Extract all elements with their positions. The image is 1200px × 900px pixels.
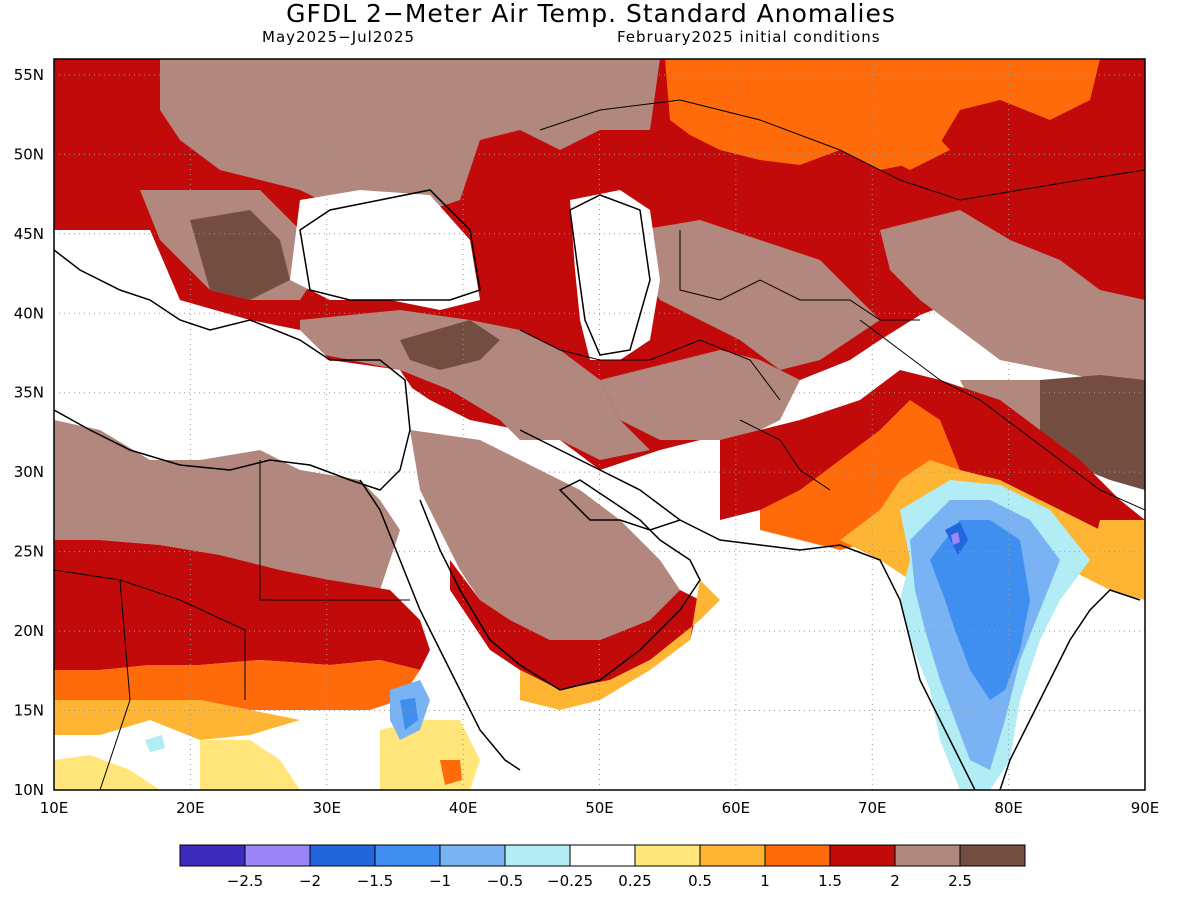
plot-frame [53, 58, 1146, 791]
colorbar-label: −1.5 [357, 872, 393, 890]
anomaly-india-purple [951, 532, 960, 545]
colorbar-swatch [959, 844, 1026, 867]
lon-tick-label: 80E [994, 799, 1023, 817]
graticule [54, 59, 1145, 790]
coastlines [54, 189, 1141, 790]
colorbar-swatch [244, 844, 311, 867]
anomaly-india-blue [930, 520, 1030, 700]
anomaly-fill [54, 59, 1145, 790]
lat-tick-label: 25N [14, 543, 44, 561]
lat-tick-label: 40N [14, 304, 44, 322]
anomaly-ethiopia-blue2 [400, 698, 418, 730]
anomaly-india-orange [760, 400, 960, 550]
colorbar-swatch [309, 844, 376, 867]
anomaly-east-brown [880, 210, 1145, 380]
anomaly-lake-blue [145, 735, 165, 752]
anomaly-central-brown [640, 220, 880, 370]
initial-conditions: February2025 initial conditions [617, 28, 881, 46]
lat-tick-label: 55N [14, 66, 44, 84]
anomaly-white-blacksea [290, 190, 480, 310]
colorbar-swatch [439, 844, 506, 867]
anomaly-sahel-orange [54, 660, 420, 710]
colorbar: −2.5 −2 −1.5 −1 −0.5 −0.25 0.25 0.5 1 1.5 2 2.5 [179, 844, 1026, 890]
country-borders [54, 99, 1145, 790]
colorbar-label: −2 [299, 872, 321, 890]
latitude-tick-labels: 10N 15N 20N 25N 30N 35N 40N 45N 50N 55N [14, 66, 44, 799]
colorbar-swatch [699, 844, 766, 867]
anomaly-iran-brown [600, 350, 800, 440]
anomaly-sahara-brown [54, 420, 400, 590]
lon-tick-label: 20E [176, 799, 205, 817]
colorbar-label: 1.5 [818, 872, 842, 890]
lon-tick-label: 60E [722, 799, 751, 817]
lon-tick-label: 50E [585, 799, 614, 817]
colorbar-label: 2 [890, 872, 900, 890]
anomaly-north-orange-2 [840, 95, 950, 170]
colorbar-label: 0.25 [618, 872, 651, 890]
anomaly-europe-brown [160, 59, 660, 230]
anomaly-med-white [54, 230, 420, 500]
anomaly-yemen-orange [520, 580, 720, 710]
colorbar-swatch [829, 844, 896, 867]
lat-tick-label: 30N [14, 463, 44, 481]
anomaly-bengal-yellow [1090, 520, 1145, 600]
anomaly-mideast-dark [400, 320, 500, 370]
colorbar-label: 2.5 [948, 872, 972, 890]
anomaly-sahel-red [54, 540, 430, 670]
colorbar-swatch [504, 844, 571, 867]
colorbar-label: −0.5 [487, 872, 523, 890]
map-title: GFDL 2−Meter Air Temp. Standard Anomalie… [286, 0, 896, 28]
colorbar-swatch [894, 844, 961, 867]
valid-period: May2025−Jul2025 [262, 28, 416, 46]
lat-tick-label: 15N [14, 702, 44, 720]
anomaly-africa-yellow [200, 740, 300, 790]
anomaly-sahel-yellow [54, 700, 300, 740]
colorbar-label: 1 [760, 872, 770, 890]
colorbar-label: −2.5 [227, 872, 263, 890]
lon-tick-label: 30E [312, 799, 341, 817]
anomaly-sw-yellow [54, 755, 160, 790]
longitude-tick-labels: 10E 20E 30E 40E 50E 60E 70E 80E 90E [40, 799, 1160, 817]
anomaly-horn-yellow [380, 720, 480, 790]
colorbar-label: 0.5 [688, 872, 712, 890]
colorbar-label: −0.25 [547, 872, 593, 890]
lat-tick-label: 50N [14, 145, 44, 163]
colorbar-swatch [374, 844, 441, 867]
lon-tick-label: 90E [1131, 799, 1160, 817]
lat-tick-label: 35N [14, 384, 44, 402]
lon-tick-label: 10E [40, 799, 69, 817]
colorbar-swatch [634, 844, 701, 867]
anomaly-balkan-dark [190, 210, 290, 300]
anomaly-horn-orange [440, 760, 462, 785]
anomaly-caspian-white [570, 190, 660, 360]
lon-tick-label: 40E [449, 799, 478, 817]
colorbar-swatch [764, 844, 831, 867]
colorbar-label: −1 [429, 872, 451, 890]
lat-tick-label: 20N [14, 622, 44, 640]
anomaly-mideast-brown [300, 310, 650, 460]
colorbar-swatch [569, 844, 636, 867]
colorbar-swatch [179, 844, 246, 867]
lon-tick-label: 70E [858, 799, 887, 817]
lat-tick-label: 45N [14, 225, 44, 243]
lat-tick-label: 10N [14, 781, 44, 799]
anomaly-arabia-brown [410, 430, 680, 640]
anomaly-arabia-red [450, 560, 700, 690]
